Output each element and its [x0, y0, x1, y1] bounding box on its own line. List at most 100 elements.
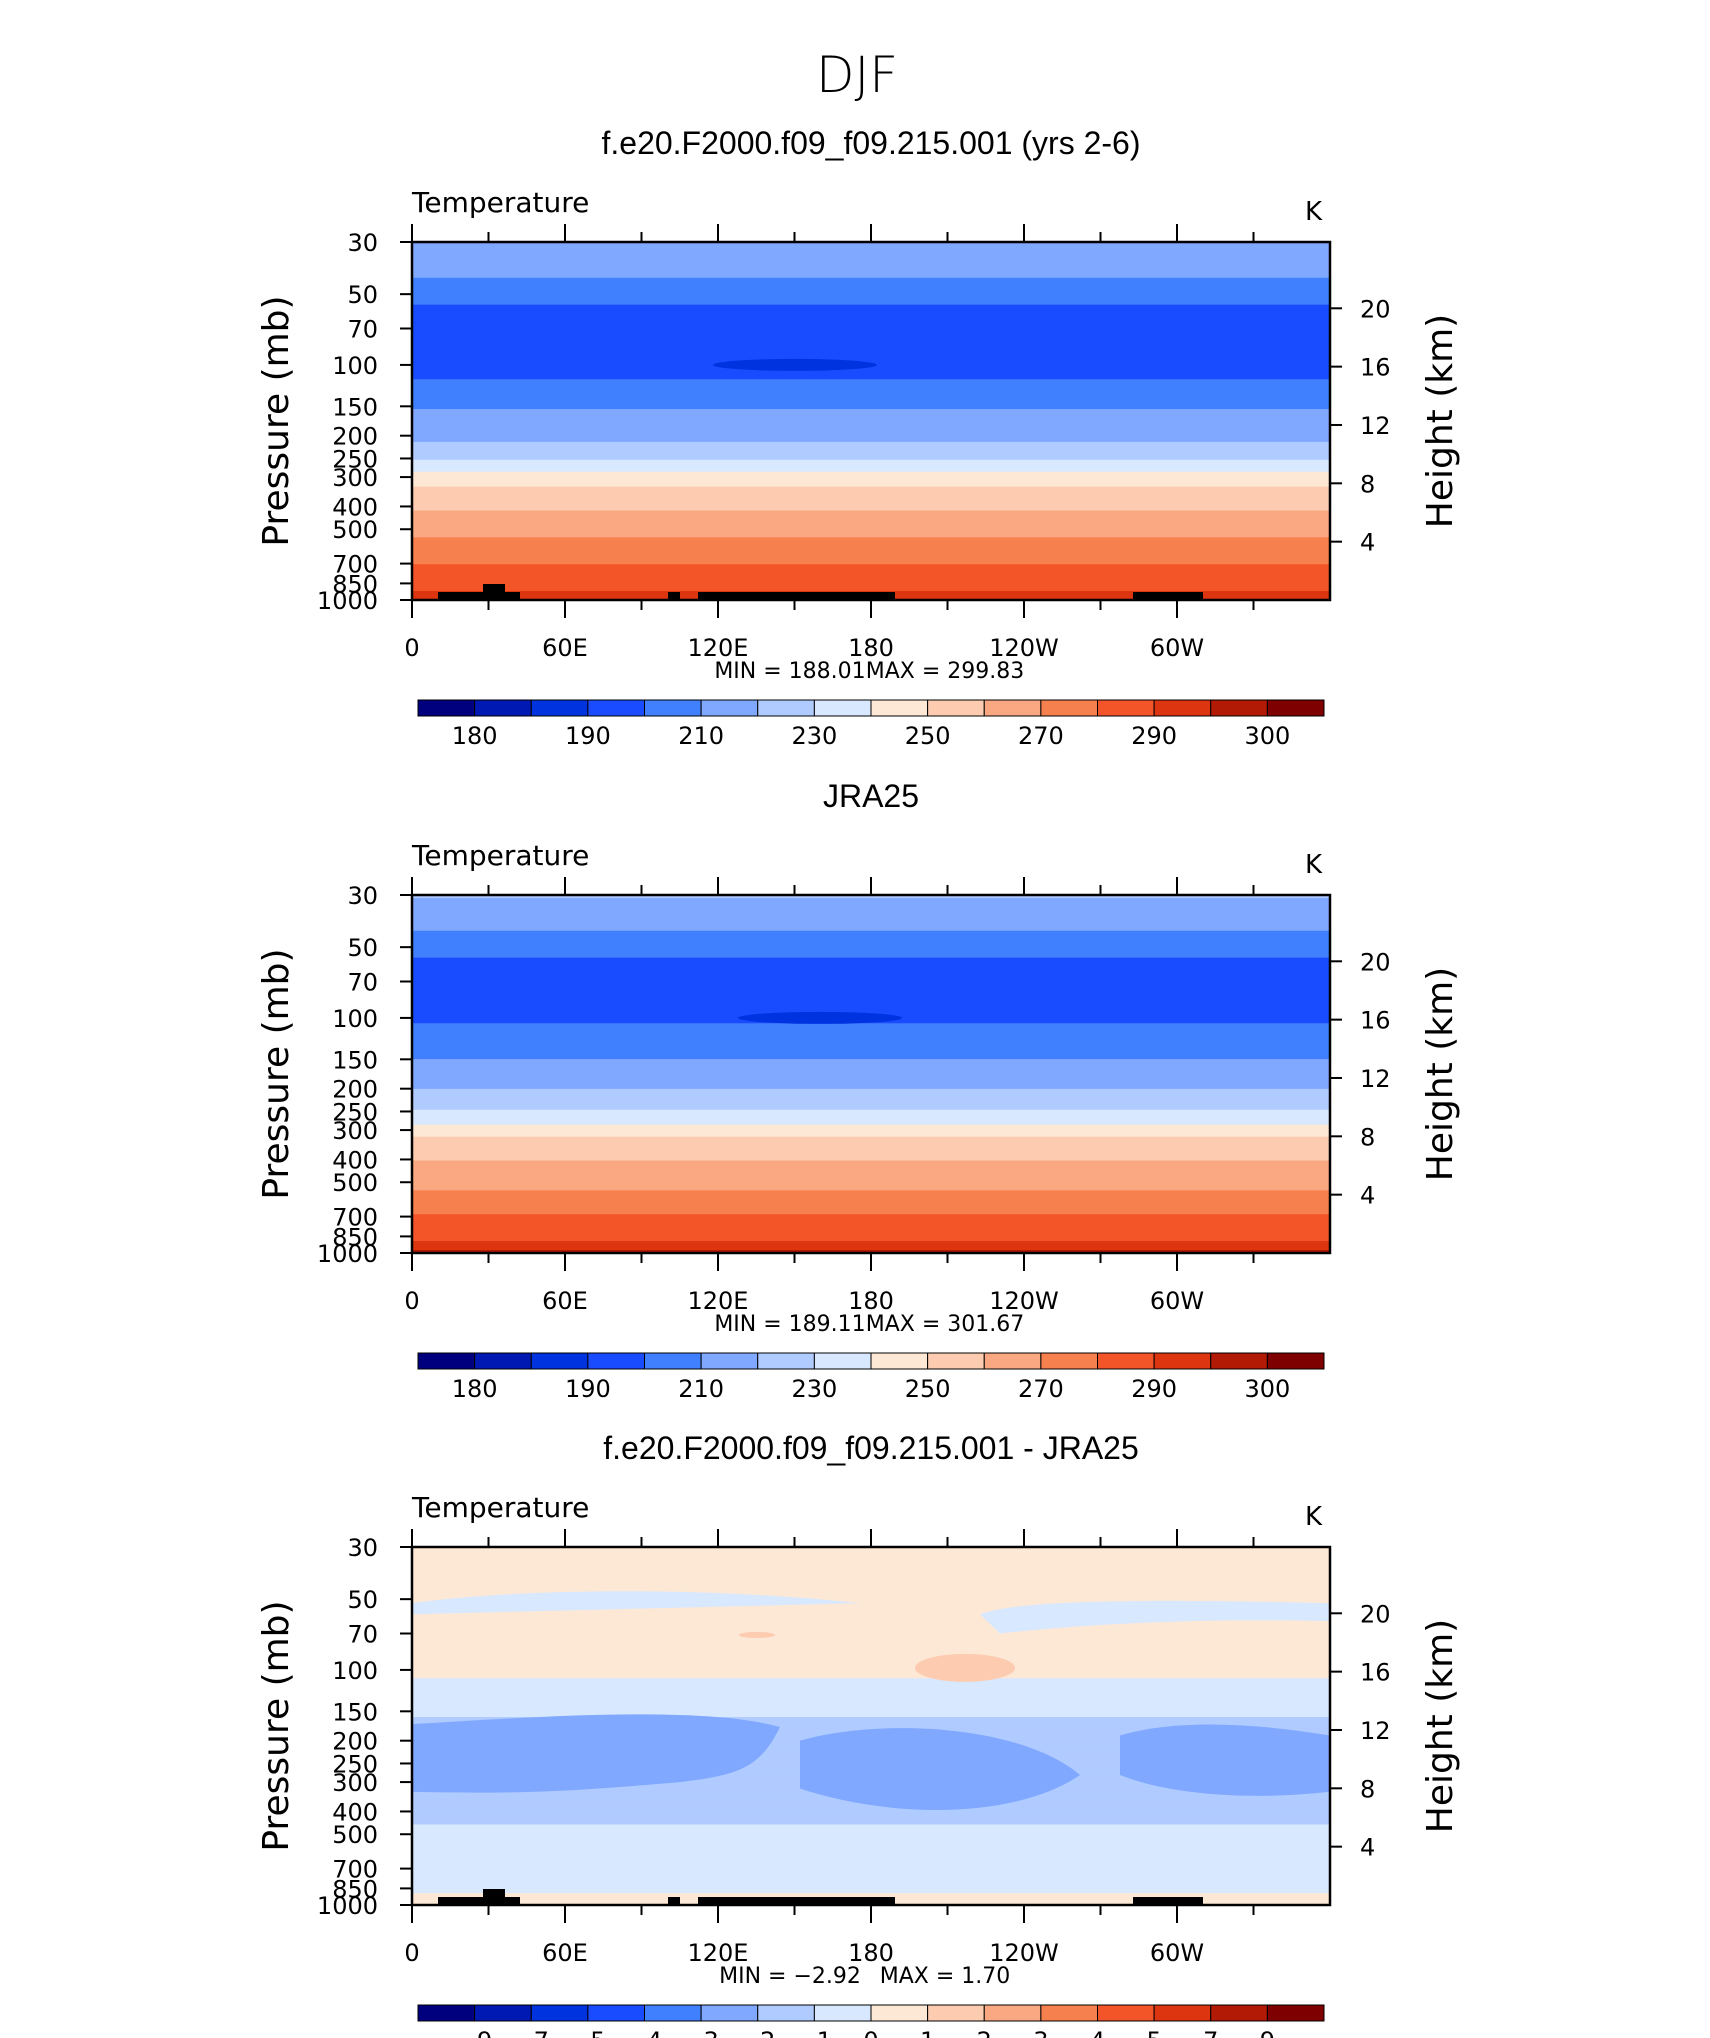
contour-band: [412, 1059, 1330, 1063]
contour-band: [412, 1803, 1330, 1808]
contour-band: [412, 1085, 1330, 1090]
contour-band: [412, 1627, 1330, 1632]
contour-band: [412, 1615, 1330, 1620]
contour-band: [412, 927, 1330, 932]
colorbar-swatch: [983, 2004, 1042, 2022]
contour-band: [412, 1866, 1330, 1870]
contour-band: [412, 480, 1330, 485]
contour-band: [412, 1887, 1330, 1891]
contour-band: [412, 426, 1330, 431]
contour-band: [412, 909, 1330, 914]
colorbar-swatch: [417, 2004, 476, 2022]
contour-band: [412, 567, 1330, 571]
x-tick-label: 120E: [688, 1939, 749, 1967]
y-tick-label: 500: [332, 1821, 378, 1849]
contour-band: [412, 1002, 1330, 1006]
contour-band: [412, 1702, 1330, 1706]
x-tick-label: 60E: [542, 634, 588, 662]
contour-band: [412, 250, 1330, 255]
y2-axis-title: Height (km): [1420, 314, 1461, 528]
contour-band: [412, 331, 1330, 336]
contour-band: [412, 1693, 1330, 1697]
y-tick-label: 1000: [317, 1892, 378, 1920]
contour-band: [412, 1651, 1330, 1655]
contour-band: [412, 990, 1330, 995]
contour-band: [412, 501, 1330, 506]
contour-band: [412, 1124, 1330, 1129]
contour-band: [412, 1238, 1330, 1242]
contour-band: [412, 1068, 1330, 1072]
contour-band: [412, 1190, 1330, 1194]
contour-band: [412, 531, 1330, 535]
minimum-contour: [738, 1011, 902, 1024]
contour-band: [412, 1199, 1330, 1203]
contour-band: [412, 468, 1330, 473]
y2-tick-label: 20: [1360, 1600, 1391, 1628]
contour-band: [412, 462, 1330, 467]
contour-band: [412, 444, 1330, 449]
colorbar-swatch: [530, 1352, 589, 1370]
colorbar-swatch: [983, 699, 1042, 717]
negative-contour: [980, 1600, 1330, 1634]
contour-band: [412, 1193, 1330, 1197]
colorbar-swatch: [530, 2004, 589, 2022]
colorbar-label: 4: [1090, 2027, 1105, 2038]
contour-band: [412, 489, 1330, 494]
variable-label: Temperature: [411, 1491, 589, 1524]
y-tick-label: 400: [332, 1798, 378, 1826]
y-tick-label: 30: [347, 1534, 378, 1562]
colorbar: 180 190 210 230 250 270 290 300: [417, 699, 1325, 750]
colorbar-swatch: [927, 699, 985, 717]
panel-title: JRA25: [823, 778, 919, 814]
x-tick-label: 120E: [688, 634, 749, 662]
topography-mask: [438, 584, 1203, 600]
contour-band: [412, 555, 1330, 559]
negative-contour: [1120, 1724, 1330, 1796]
colorbar-swatch: [474, 2004, 532, 2022]
colorbar-swatch: [927, 2004, 985, 2022]
colorbar-swatch: [417, 699, 476, 717]
contour-band: [412, 465, 1330, 470]
contour-band: [412, 435, 1330, 440]
contour-band: [412, 1633, 1330, 1638]
contour-band: [412, 1600, 1330, 1605]
colorbar-swatch: [1153, 699, 1212, 717]
topography-block: [698, 1897, 895, 1905]
longitude-axis: 0 60E 120E 180 120W 60W: [404, 1529, 1255, 1967]
contour-band: [412, 409, 1330, 413]
contour-band: [412, 477, 1330, 482]
contour-band: [412, 319, 1330, 324]
colorbar-label: 300: [1244, 722, 1290, 750]
contour-band: [412, 1597, 1330, 1602]
positive-contour: [739, 1631, 775, 1638]
contour-band: [412, 1151, 1330, 1156]
colorbar-swatch: [587, 2004, 645, 2022]
contour-band: [412, 1639, 1330, 1644]
colorbar: −9 −7 −5 −4 −3 −2 −1 0 1 2 3 4 5 7 9: [417, 2004, 1325, 2038]
negative-contour: [412, 1591, 860, 1615]
topography-block: [668, 592, 680, 600]
units-label: K: [1305, 1502, 1323, 1532]
contour-band: [412, 1561, 1330, 1566]
contour-band: [412, 1026, 1330, 1030]
contour-band: [412, 516, 1330, 521]
colorbar-swatch: [1210, 1352, 1268, 1370]
colorbar-label: −7: [514, 2027, 549, 2038]
colorbar-label: 270: [1018, 722, 1064, 750]
contour-band: [412, 286, 1330, 291]
contour-band: [412, 1232, 1330, 1236]
y-tick-label: 300: [332, 464, 378, 492]
units-label: K: [1305, 197, 1323, 227]
x-tick-label: 180: [848, 1287, 894, 1315]
colorbar-label: 290: [1131, 722, 1177, 750]
contour-band: [412, 423, 1330, 428]
colorbar-label: 9: [1260, 2027, 1275, 2038]
colorbar-label: 1: [920, 2027, 935, 2038]
colorbar-label: 210: [678, 1375, 724, 1403]
contour-band: [412, 1624, 1330, 1629]
contour-band: [412, 367, 1330, 371]
contour-band: [412, 912, 1330, 917]
min-label: MIN = 189.11: [714, 1312, 865, 1337]
y-tick-label: 30: [347, 882, 378, 910]
